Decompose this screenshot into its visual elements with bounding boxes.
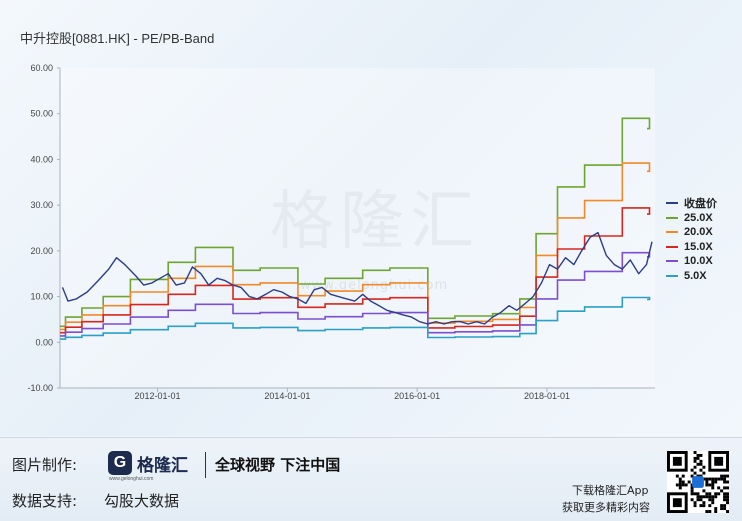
y-tick-label: 50.00 bbox=[30, 109, 53, 119]
legend-label: 收盘价 bbox=[684, 198, 717, 211]
legend-item: 20.0X bbox=[666, 225, 717, 240]
slogan: 全球视野 下注中国 bbox=[215, 456, 341, 474]
y-tick-label: 60.00 bbox=[30, 63, 53, 73]
data-source: 勾股大数据 bbox=[104, 492, 180, 510]
y-tick-label: -10.00 bbox=[27, 383, 53, 393]
band-line-15x bbox=[60, 207, 651, 334]
pe-band-chart: -10.00 0.00 10.00 20.00 30.00 40.00 50.00 60.00… bbox=[27, 63, 655, 401]
band-line-10x bbox=[60, 251, 651, 337]
legend-label: 10.0X bbox=[684, 255, 713, 268]
watermark: 格隆汇 bbox=[270, 185, 480, 259]
legend-swatch bbox=[666, 202, 678, 205]
legend-item: 15.0X bbox=[666, 240, 717, 255]
legend-swatch bbox=[666, 274, 678, 277]
y-tick-label: 40.00 bbox=[30, 154, 53, 164]
x-tick-label: 2018-01-01 bbox=[524, 391, 570, 401]
legend-label: 5.0X bbox=[684, 269, 707, 282]
plot-area bbox=[60, 68, 655, 388]
legend-swatch bbox=[666, 260, 678, 263]
y-tick-label: 0.00 bbox=[35, 337, 53, 347]
qr-code-icon[interactable] bbox=[667, 451, 729, 513]
logo-icon: G bbox=[108, 451, 132, 475]
data-support-label: 数据支持: bbox=[12, 492, 78, 510]
band-line-5x bbox=[60, 296, 651, 340]
price-line bbox=[61, 231, 653, 325]
legend-item: 收盘价 bbox=[666, 196, 717, 211]
legend-label: 25.0X bbox=[684, 211, 713, 224]
band-line-20x bbox=[60, 162, 651, 331]
legend-item: 10.0X bbox=[666, 254, 717, 269]
logo-name: 格隆汇 bbox=[137, 456, 188, 476]
series-lines bbox=[60, 117, 653, 340]
y-tick-label: 10.00 bbox=[30, 292, 53, 302]
legend-label: 20.0X bbox=[684, 226, 713, 239]
legend-swatch bbox=[666, 216, 678, 219]
y-tick-label: 20.00 bbox=[30, 246, 53, 256]
footer-divider bbox=[205, 452, 206, 478]
x-tick-label: 2016-01-01 bbox=[394, 391, 440, 401]
x-tick-label: 2014-01-01 bbox=[264, 391, 310, 401]
chart-background bbox=[0, 0, 742, 436]
more-content-text: 获取更多精彩内容 bbox=[562, 501, 650, 514]
legend-item: 25.0X bbox=[666, 211, 717, 226]
x-tick-label: 2012-01-01 bbox=[135, 391, 181, 401]
legend-label: 15.0X bbox=[684, 240, 713, 253]
chart-title: 中升控股[0881.HK] - PE/PB-Band bbox=[20, 31, 215, 46]
legend-swatch bbox=[666, 245, 678, 248]
legend-swatch bbox=[666, 231, 678, 234]
legend: 收盘价 25.0X 20.0X 15.0X 10.0X 5.0X bbox=[666, 196, 717, 283]
y-tick-label: 30.00 bbox=[30, 200, 53, 210]
qr-center-logo bbox=[692, 476, 704, 488]
made-by-label: 图片制作: bbox=[12, 456, 78, 474]
logo-url: www.gelonghui.com bbox=[109, 476, 154, 482]
axes: -10.00 0.00 10.00 20.00 30.00 40.00 50.00 60.00… bbox=[27, 63, 655, 401]
download-app-text: 下载格隆汇App bbox=[572, 484, 649, 497]
legend-item: 5.0X bbox=[666, 269, 717, 284]
